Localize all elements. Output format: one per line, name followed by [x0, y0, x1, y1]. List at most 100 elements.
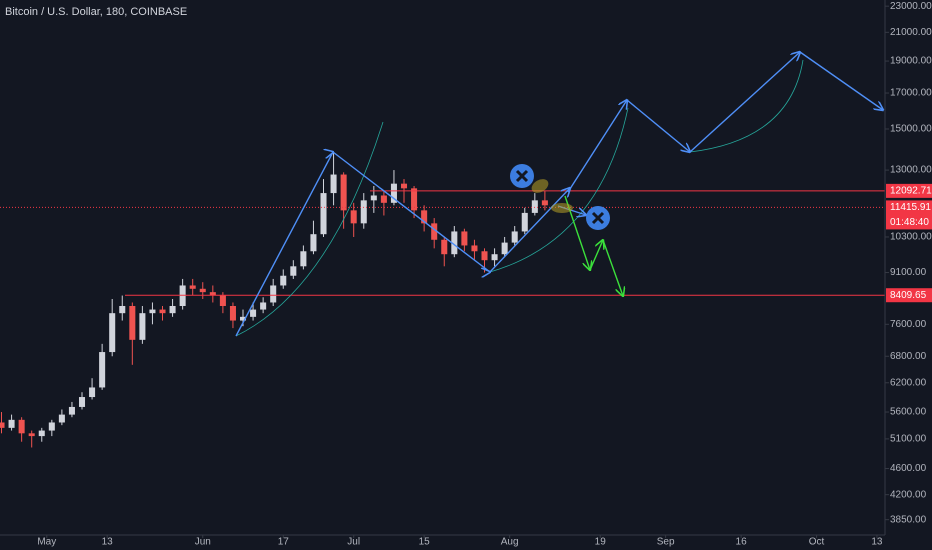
price-label: 8409.65 [890, 290, 927, 301]
candle-body [441, 239, 448, 255]
y-tick-label: 23000.00 [890, 1, 932, 12]
candle-body [531, 200, 538, 213]
y-tick-label: 3850.00 [890, 514, 927, 525]
candle-body [340, 174, 347, 211]
candle-body [99, 352, 106, 388]
y-tick-label: 19000.00 [890, 56, 932, 67]
x-tick-label: 16 [736, 537, 748, 548]
x-tick-label: 17 [278, 537, 290, 548]
candle-body [471, 245, 478, 252]
drawings [235, 51, 883, 337]
candle-body [461, 231, 468, 246]
candle-body [18, 419, 25, 434]
price-label-box [886, 288, 932, 303]
y-tick-label: 15000.00 [890, 124, 932, 135]
candle-body [239, 316, 247, 321]
y-tick-label: 17000.00 [890, 88, 932, 99]
candle-body [400, 183, 408, 189]
x-tick-label: Aug [501, 537, 519, 548]
x-tick-label: 15 [419, 537, 431, 548]
chart-title: Bitcoin / U.S. Dollar, 180, COINBASE [5, 6, 187, 18]
candle-body [320, 193, 327, 235]
candle-body [511, 231, 518, 243]
candle-body [48, 422, 55, 431]
candle-body [38, 430, 45, 437]
arrow [602, 239, 623, 296]
candle-body [58, 414, 65, 423]
candle-body [521, 212, 528, 232]
candle-body [280, 275, 287, 286]
price-label-box [886, 200, 932, 230]
candle-body [78, 397, 86, 407]
countdown: 01:48:40 [890, 217, 929, 228]
arrow [626, 99, 690, 152]
candle-body [129, 305, 136, 340]
candle-body [189, 285, 196, 289]
candle-body [360, 200, 367, 224]
y-tick-label: 9100.00 [890, 267, 927, 278]
candle-body [330, 174, 337, 194]
arrow-path [235, 152, 570, 337]
candle-body [28, 433, 35, 437]
candle-body [481, 251, 488, 261]
x-icon [510, 164, 534, 188]
x-tick-label: 13 [871, 537, 883, 548]
candle-body [119, 305, 126, 314]
candle-body [290, 266, 297, 276]
candle-body [250, 309, 257, 317]
y-tick-label: 4600.00 [890, 463, 927, 474]
x-tick-label: Jun [195, 537, 211, 548]
y-tick-label: 7600.00 [890, 319, 927, 330]
candle-body [169, 305, 176, 314]
candle-body [68, 406, 75, 415]
x-tick-label: Oct [809, 537, 825, 548]
y-tick-label: 5100.00 [890, 434, 927, 445]
candle-body [501, 242, 508, 255]
x-tick-label: 19 [595, 537, 607, 548]
y-tick-label: 5600.00 [890, 407, 927, 418]
highlight [531, 179, 549, 193]
candle-body [541, 200, 548, 206]
arrow [567, 100, 627, 193]
candle-body [209, 292, 216, 296]
candle-body [0, 422, 5, 428]
candle-body [270, 285, 277, 303]
x-icon [586, 206, 610, 230]
y-tick-label: 10300.00 [890, 232, 932, 243]
price-label-box [886, 183, 932, 198]
y-tick-label: 6800.00 [890, 351, 927, 362]
candle-body [260, 302, 267, 310]
price-label: 12092.71 [890, 186, 932, 197]
highlight [551, 203, 573, 213]
candle-body [199, 288, 206, 293]
y-tick-label: 13000.00 [890, 165, 932, 176]
arrow [689, 52, 800, 153]
y-tick-label: 21000.00 [890, 27, 932, 38]
candle-body [229, 305, 236, 321]
candle-body [109, 313, 116, 353]
price-label: 11415.91 [890, 202, 931, 213]
candle-body [159, 309, 166, 314]
arrow [799, 51, 883, 110]
candle-body [179, 285, 186, 306]
y-tick-label: 4200.00 [890, 489, 927, 500]
candle-body [491, 254, 498, 261]
candle-body [310, 234, 317, 252]
x-tick-label: Jul [347, 537, 360, 548]
candle-body [8, 419, 15, 428]
x-tick-label: May [37, 537, 56, 548]
arrow [589, 240, 603, 271]
candle-body [370, 195, 377, 201]
x-tick-label: 13 [102, 537, 114, 548]
candle-body [350, 210, 357, 224]
candle-body [149, 309, 156, 314]
candle-body [380, 195, 387, 203]
y-tick-label: 6200.00 [890, 377, 927, 388]
candle-body [300, 251, 307, 267]
candle-body [89, 387, 96, 398]
candle-body [139, 313, 146, 340]
curve [689, 59, 804, 153]
